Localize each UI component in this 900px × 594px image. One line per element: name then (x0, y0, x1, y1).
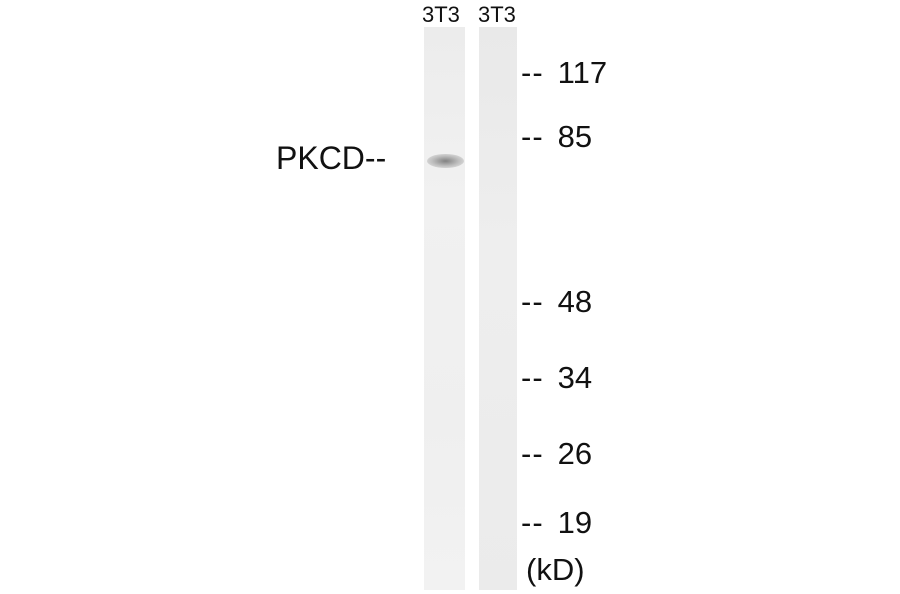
lane-2-label: 3T3 (478, 2, 516, 27)
lane-2 (479, 27, 517, 590)
marker-34: -- 34 (521, 360, 593, 395)
marker-19: -- 19 (521, 505, 593, 540)
marker-26: -- 26 (521, 436, 593, 471)
pkcd-band (427, 154, 464, 168)
target-label: PKCD-- (276, 140, 387, 176)
unit-label: (kD) (526, 552, 585, 587)
lane-1 (424, 27, 465, 590)
marker-48: -- 48 (521, 284, 593, 319)
lane-1-label: 3T3 (422, 2, 460, 27)
marker-85: -- 85 (521, 119, 593, 154)
marker-117: -- 117 (521, 55, 608, 90)
